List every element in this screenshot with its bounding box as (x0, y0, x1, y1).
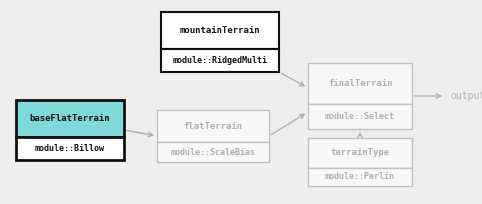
Bar (308, 138, 412, 168)
Bar (157, 110, 269, 142)
Text: module::Perlin: module::Perlin (325, 172, 395, 181)
Text: module::Select: module::Select (325, 112, 395, 121)
Bar (16, 137, 124, 160)
Bar (308, 63, 412, 104)
Bar (308, 104, 412, 129)
Text: terrainType: terrainType (331, 148, 389, 157)
Text: baseFlatTerrain: baseFlatTerrain (30, 114, 110, 123)
Text: output: output (450, 91, 482, 101)
Text: mountainTerrain: mountainTerrain (180, 26, 260, 35)
Text: module::RidgedMulti: module::RidgedMulti (173, 56, 268, 65)
Bar (161, 49, 279, 72)
Text: module::ScaleBias: module::ScaleBias (171, 148, 255, 157)
Text: flatTerrain: flatTerrain (184, 122, 242, 131)
Bar (16, 100, 124, 137)
Bar (161, 12, 279, 49)
Bar (308, 168, 412, 186)
Text: finalTerrain: finalTerrain (328, 79, 392, 88)
Bar (157, 142, 269, 162)
Text: module::Billow: module::Billow (35, 144, 105, 153)
